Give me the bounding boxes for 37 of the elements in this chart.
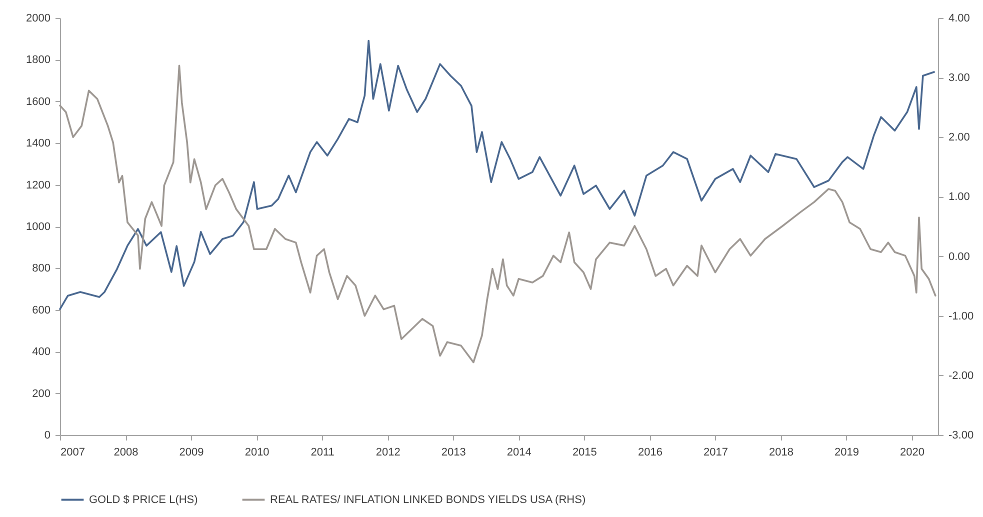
y-tick-label: 800 xyxy=(32,262,50,275)
y-tick-label: 600 xyxy=(32,304,50,316)
line-series xyxy=(59,64,936,364)
x-tick-label: 2010 xyxy=(244,446,270,458)
x-tick-label: 2017 xyxy=(703,446,728,458)
y-tick-label: 0 xyxy=(44,430,50,442)
y-tick-label: 1400 xyxy=(26,138,50,150)
y-tick-label: 1600 xyxy=(26,96,50,108)
y-tick-label: 1000 xyxy=(26,221,50,233)
x-tick-label: 2019 xyxy=(834,446,860,458)
x-tick-label: 2011 xyxy=(310,446,334,458)
x-tick-label: 2020 xyxy=(900,446,925,458)
y-tick-label: 200 xyxy=(32,388,50,400)
y-tick-label: 2000 xyxy=(26,12,50,24)
y2-tick-label: 4.00 xyxy=(948,12,970,24)
y2-tick-label: -1.00 xyxy=(948,310,974,322)
x-tick-label: 2007 xyxy=(60,446,85,458)
y2-tick-label: -3.00 xyxy=(948,430,974,442)
x-tick-label: 2015 xyxy=(572,446,597,458)
y-tick-label: 1800 xyxy=(26,54,50,66)
y2-tick-label: 0.00 xyxy=(948,250,970,263)
y-tick-label: 400 xyxy=(32,346,50,358)
x-tick-label: 2013 xyxy=(441,446,466,458)
y2-tick-label: 1.00 xyxy=(948,191,970,204)
y-tick-label: 1200 xyxy=(26,179,50,192)
y2-tick-label: 3.00 xyxy=(948,72,970,84)
legend-label: REAL RATES/ INFLATION LINKED BONDS YIELDS USA (RHS) xyxy=(270,494,586,506)
line-series xyxy=(59,40,935,310)
x-tick-label: 2008 xyxy=(114,446,138,458)
x-tick-label: 2012 xyxy=(376,446,400,458)
y2-tick-label: 2.00 xyxy=(948,132,970,144)
y2-tick-label: -2.00 xyxy=(948,370,974,382)
x-tick-label: 2009 xyxy=(179,446,204,458)
x-tick-label: 2016 xyxy=(638,446,662,458)
x-tick-label: 2014 xyxy=(506,446,532,458)
legend-label: GOLD $ PRICE L(HS) xyxy=(89,494,198,506)
x-tick-label: 2018 xyxy=(769,446,794,458)
